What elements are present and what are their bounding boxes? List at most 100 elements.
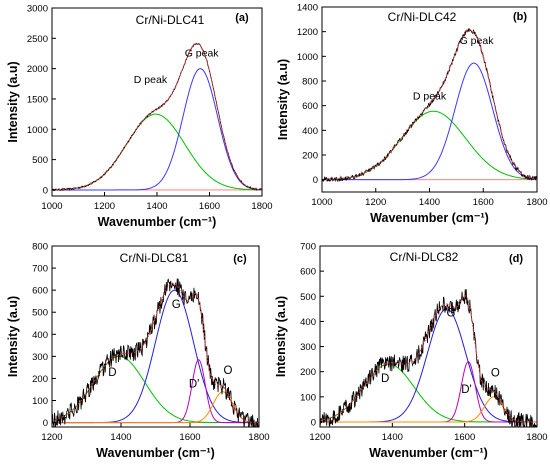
peak-fit-curve-2 xyxy=(52,289,259,424)
y-axis-label: Intensity (a.u) xyxy=(276,59,290,140)
y-tick-label-7: 1200 xyxy=(297,27,318,38)
peak-fit-curve-2 xyxy=(322,62,537,181)
y-tick-label-7: 3000 xyxy=(27,4,48,15)
y-tick-label-4: 300 xyxy=(300,342,316,353)
y-tick-label-8: 1400 xyxy=(297,3,318,14)
y-tick-label-2: 100 xyxy=(300,392,316,403)
y-tick-label-6: 1000 xyxy=(297,52,318,63)
peak-fit-curve-4 xyxy=(52,391,259,424)
x-tick-label-1: 1200 xyxy=(41,432,62,443)
y-tick-label-4: 600 xyxy=(302,101,318,112)
y-tick-label-5: 2000 xyxy=(27,64,48,75)
y-axis-label: Intensity (a.u) xyxy=(6,61,20,142)
chart-panel-2: 1000 1200 1400 1600 1800 0 200 400 600 800 1000 120… xyxy=(276,3,548,226)
y-tick-label-7: 600 xyxy=(300,267,316,278)
y-tick-label-6: 500 xyxy=(32,308,48,319)
peak-annotation-2: D xyxy=(381,373,389,385)
experimental-spectrum-line xyxy=(52,42,262,192)
x-tick-label-2: 1400 xyxy=(382,432,403,443)
y-axis-label: Intensity (a.u) xyxy=(6,296,20,377)
y-tick-label-1: 0 xyxy=(43,185,48,196)
peak-fit-curve-1 xyxy=(322,110,537,181)
y-tick-label-1: 0 xyxy=(313,175,318,186)
panel-letter-label: (c) xyxy=(233,253,247,265)
y-tick-label-5: 400 xyxy=(300,317,316,328)
peak-annotation-2: D peak xyxy=(413,91,447,103)
x-tick-label-1: 1200 xyxy=(309,432,330,443)
peak-fit-curve-4 xyxy=(320,396,537,423)
peak-annotation-4: O xyxy=(223,365,232,377)
x-tick-label-2: 1400 xyxy=(110,432,131,443)
chart-panel-4: 1200 1400 1600 1800 0 100 200 300 400 500 600 700 Wa… xyxy=(274,242,548,461)
panel-title: Cr/Ni-DLC82 xyxy=(390,250,459,264)
y-tick-label-6: 500 xyxy=(300,292,316,303)
peak-annotation-2: D xyxy=(108,367,116,379)
y-tick-label-6: 2500 xyxy=(27,34,48,45)
x-tick-label-4: 1600 xyxy=(473,197,494,208)
plot-area xyxy=(322,27,537,183)
y-tick-label-3: 1000 xyxy=(27,125,48,136)
x-tick-label-2: 1200 xyxy=(365,197,386,208)
y-tick-label-2: 200 xyxy=(302,151,318,162)
x-axis-label: Wavenumber (cm⁻¹) xyxy=(98,215,217,229)
x-axis-label: Wavenumber (cm⁻¹) xyxy=(369,446,488,460)
x-tick-label-5: 1800 xyxy=(251,201,272,212)
y-tick-label-7: 600 xyxy=(32,286,48,297)
plot-frame xyxy=(51,7,263,197)
peak-annotation-1: G xyxy=(446,307,455,319)
plot-frame xyxy=(51,245,260,428)
x-tick-label-3: 1600 xyxy=(179,432,200,443)
y-tick-label-4: 1500 xyxy=(27,94,48,105)
cumulative-fit-line xyxy=(52,42,262,191)
x-tick-label-3: 1400 xyxy=(419,197,440,208)
experimental-spectrum-line xyxy=(52,278,259,427)
panel-title: Cr/Ni-DLC41 xyxy=(136,13,205,27)
plot-area xyxy=(52,42,262,192)
cumulative-fit-line xyxy=(322,29,537,180)
y-tick-label-5: 400 xyxy=(32,330,48,341)
x-axis-label: Wavenumber (cm⁻¹) xyxy=(370,211,489,225)
x-tick-label-1: 1000 xyxy=(41,201,62,212)
panel-letter-label: (d) xyxy=(509,253,523,265)
panel-title: Cr/Ni-DLC42 xyxy=(388,10,457,24)
peak-annotation-1: G peak xyxy=(185,48,220,60)
x-tick-label-4: 1800 xyxy=(248,432,269,443)
experimental-spectrum-line xyxy=(320,289,537,427)
panel-letter-label: (b) xyxy=(513,11,527,23)
x-tick-label-1: 1000 xyxy=(311,197,332,208)
peak-annotation-4: O xyxy=(491,368,500,380)
y-tick-label-9: 800 xyxy=(32,242,48,253)
x-tick-label-4: 1600 xyxy=(199,201,220,212)
y-tick-label-2: 100 xyxy=(32,396,48,407)
panel-title: Cr/Ni-DLC81 xyxy=(120,251,189,265)
x-tick-label-3: 1400 xyxy=(146,201,167,212)
y-tick-label-4: 300 xyxy=(32,352,48,363)
y-tick-label-3: 400 xyxy=(302,126,318,137)
x-tick-label-4: 1800 xyxy=(526,432,547,443)
x-tick-label-5: 1800 xyxy=(526,197,547,208)
x-axis-label: Wavenumber (cm⁻¹) xyxy=(96,446,215,460)
y-tick-label-1: 0 xyxy=(43,418,48,429)
cumulative-fit-line xyxy=(320,295,537,423)
plot-area xyxy=(52,278,259,427)
peak-annotation-1: G xyxy=(172,299,181,311)
cumulative-fit-line xyxy=(52,282,259,424)
y-tick-label-2: 500 xyxy=(32,155,48,166)
y-tick-label-3: 200 xyxy=(32,374,48,385)
plot-area xyxy=(320,289,537,427)
peak-annotation-3: D' xyxy=(461,384,472,396)
y-tick-label-8: 700 xyxy=(32,264,48,275)
y-axis-label: Intensity (a.u) xyxy=(274,296,288,377)
peak-annotation-1: G peak xyxy=(460,35,495,47)
y-tick-label-8: 700 xyxy=(300,242,316,253)
peak-annotation-2: D peak xyxy=(134,74,168,86)
chart-panel-3: 1200 1400 1600 1800 0 100 200 300 400 500 600 700 80… xyxy=(6,242,270,461)
chart-panel-1: 1000 1200 1400 1600 1800 0 500 1000 1500 2000 2500… xyxy=(6,4,273,230)
y-tick-label-3: 200 xyxy=(300,367,316,378)
x-tick-label-3: 1600 xyxy=(454,432,475,443)
plot-frame xyxy=(319,245,538,428)
panel-letter-label: (a) xyxy=(235,12,249,24)
x-tick-label-2: 1200 xyxy=(94,201,115,212)
peak-fit-curve-1 xyxy=(52,113,262,191)
